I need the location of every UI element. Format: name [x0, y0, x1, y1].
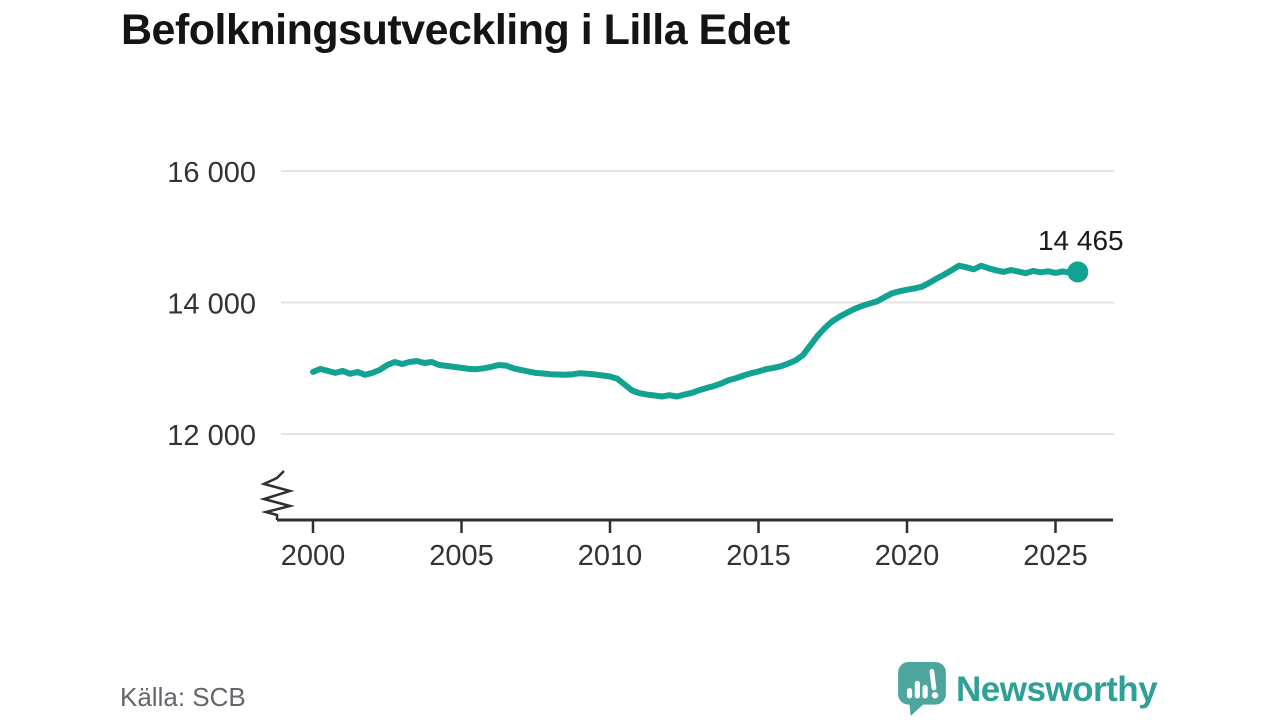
- y-tick-label: 12 000: [167, 420, 256, 452]
- chart-title: Befolkningsutveckling i Lilla Edet: [121, 6, 790, 54]
- logo-bar-medium: [922, 684, 928, 699]
- y-tick-label: 14 000: [167, 289, 256, 321]
- newsworthy-branding: Newsworthy: [898, 662, 1158, 716]
- newsworthy-logo-icon: [898, 662, 946, 716]
- logo-bubble-shape: [898, 662, 946, 716]
- x-tick-label: 2020: [875, 540, 940, 572]
- y-tick-label: 16 000: [167, 157, 256, 189]
- logo-exclamation-stroke: [929, 668, 937, 691]
- x-tick-label: 2015: [726, 540, 791, 572]
- logo-bar-tall: [914, 680, 920, 699]
- logo-exclamation-dot: [931, 692, 939, 699]
- end-value-label: 14 465: [1038, 225, 1124, 256]
- population-line: [310, 262, 1081, 400]
- end-point-marker: [1067, 261, 1089, 283]
- logo-bar-short: [906, 687, 913, 699]
- x-tick-label: 2005: [429, 540, 494, 572]
- newsworthy-wordmark: Newsworthy: [956, 670, 1158, 709]
- source-caption: Källa: SCB: [120, 682, 246, 712]
- axis-break-icon: [259, 470, 295, 520]
- x-tick-label: 2025: [1023, 540, 1088, 572]
- x-tick-label: 2000: [281, 540, 346, 572]
- x-tick-label: 2010: [578, 540, 643, 572]
